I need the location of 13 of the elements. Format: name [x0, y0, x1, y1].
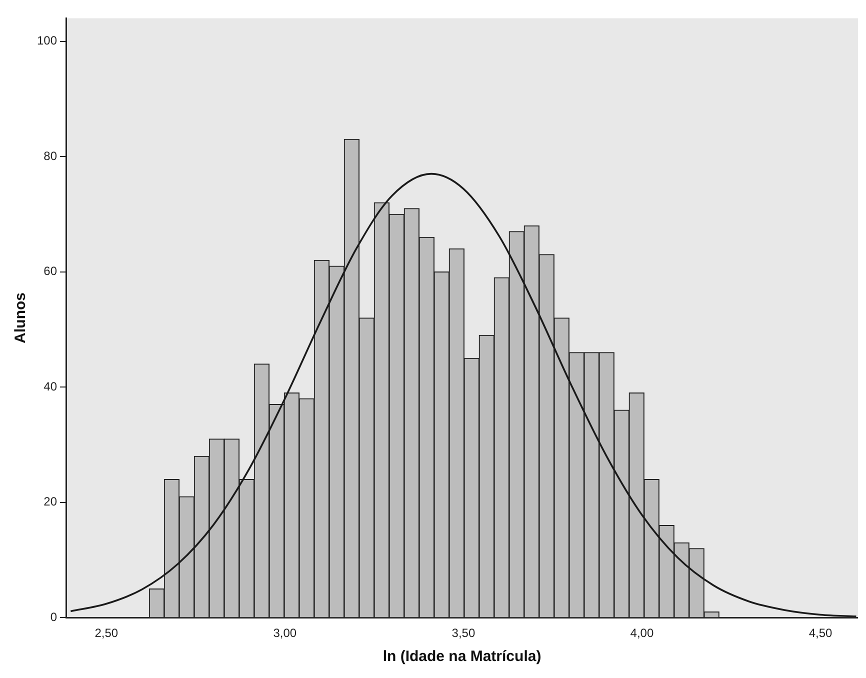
y-tick-label: 20 — [44, 494, 58, 509]
x-tick-label: 4,50 — [808, 626, 833, 640]
y-tick-label: 0 — [50, 610, 58, 624]
x-tick-label: 4,00 — [630, 626, 654, 640]
y-tick-label: 40 — [44, 379, 58, 394]
y-tick-label: 60 — [44, 264, 58, 278]
x-tick-label: 2,50 — [94, 626, 118, 640]
y-tick-label: 80 — [44, 148, 58, 163]
y-axis-title: Alunos — [12, 292, 30, 344]
y-tick-label: 100 — [36, 34, 58, 48]
x-tick-label: 3,00 — [273, 626, 297, 640]
x-tick-label: 3,50 — [452, 626, 476, 640]
x-axis-title: ln (Idade na Matrícula) — [382, 648, 542, 666]
